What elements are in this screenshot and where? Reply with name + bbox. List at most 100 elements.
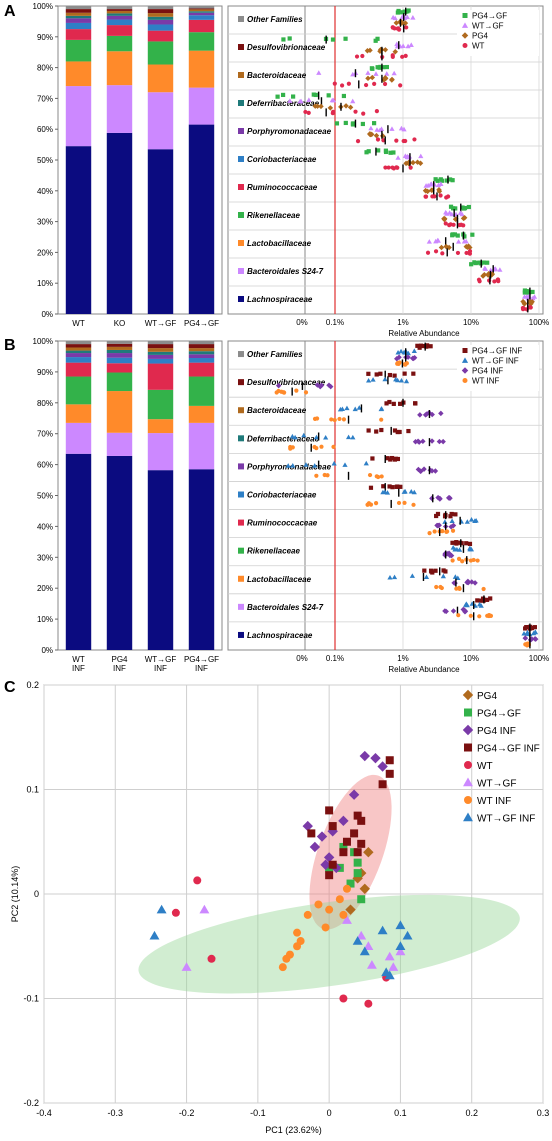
data-point-wt-inf [373,501,379,506]
data-point-pg4-to-gf-inf [488,596,493,601]
pca-point-wt-to-gf-inf [149,930,160,940]
data-point-pg4 [521,300,528,307]
data-point-pg4 [314,103,321,109]
data-point-pg4 [382,75,389,82]
pca-point-pg4-to-gf [353,858,362,867]
data-point-wt-to-gf-inf [365,377,372,383]
family-label: Ruminococcaceae [247,519,318,528]
data-point-pg4-to-gf-inf [390,485,395,490]
data-point-wt-to-gf [373,71,379,76]
family-label: Bacteroidaceae [247,71,307,80]
data-point-wt-inf [319,444,324,449]
family-label: Rikenellaceae [247,547,300,556]
pca-point-wt-to-gf [363,941,374,950]
bar-segment-desulfovibrionaceae [147,344,174,349]
pca-point-pg4-to-gf-inf [385,769,394,778]
data-point-wt-to-gf-inf [382,376,388,382]
bar-segment-lactobacillaceae [65,404,92,423]
data-point-wt-to-gf-inf [408,488,414,494]
pca-point-pg4-to-gf-inf [350,829,359,838]
pca-point-wt-to-gf [356,930,367,940]
pca-point-wt-to-gf [388,962,399,971]
data-point-pg4-to-gf-inf [397,429,402,435]
data-point-pg4-inf [438,410,444,417]
data-point-wt [398,83,403,88]
pca-point-pg4-inf [320,859,331,870]
data-point-pg4-to-gf-inf [441,568,446,573]
data-point-wt-inf [288,444,293,450]
data-point-wt-to-gf [521,294,528,299]
data-point-wt-to-gf [426,239,432,244]
data-point-wt [383,165,388,170]
data-point-pg4-to-gf-inf [366,428,371,433]
data-point-pg4-inf [447,552,453,559]
data-point-pg4-to-gf [381,65,386,70]
data-point-pg4-inf [415,466,422,473]
pca-point-pg4-to-gf-inf [342,837,351,846]
y-tick-label: 90% [37,33,53,42]
data-point-pg4-inf [418,468,424,475]
y-tick-label: 30% [37,553,53,562]
data-point-pg4-to-gf-inf [374,429,379,434]
legend-marker-wt-inf [462,378,468,383]
data-point-pg4-to-gf [384,64,390,70]
y-tick-label: 60% [37,461,53,470]
data-point-pg4-to-gf-inf [433,568,438,573]
data-point-pg4 [452,216,459,223]
data-point-wt-to-gf [391,70,397,76]
legend-box [457,345,539,391]
data-point-wt [520,305,525,311]
y-tick-label: 20% [37,584,53,593]
family-swatch-coriobacteriaceae [238,491,244,498]
data-point-wt [361,111,366,116]
x-tick-label: 10% [463,654,479,663]
panel-b-abundance-plot: Other Families Desulfovibrionaceae Bactero… [227,340,549,674]
pca-point-wt-to-gf-inf [395,941,406,950]
data-point-pg4-to-gf [530,289,535,295]
legend-marker-wt-to-gf-inf [463,812,473,822]
pca-point-pg4-to-gf-inf [353,811,362,820]
data-point-pg4-to-gf [341,93,347,99]
data-point-wt-to-gf [410,15,416,20]
data-point-pg4-to-gf-inf [467,541,473,546]
data-point-pg4-to-gf [375,36,380,41]
data-point-wt-to-gf [435,182,442,188]
data-point-pg4-to-gf [472,260,477,265]
data-point-pg4-inf [429,411,435,418]
data-point-wt-inf [427,531,432,536]
bar-segment-porphyromonadaceae [147,354,174,359]
y-tick-label: 0.1 [26,785,39,795]
legend-marker-wt-inf [464,796,472,804]
data-point-wt-to-gf-inf [463,601,469,606]
bar-segment-other-families [147,341,174,345]
family-swatch-porphyromonadaceae [238,463,244,470]
data-point-wt-to-gf [401,126,407,132]
data-point-wt [382,81,388,87]
bar-segment-lactobacillaceae [106,391,133,433]
pca-point-pg4-to-gf-inf [325,871,334,880]
legend-label: WT→GF [477,779,516,790]
x-tick-label: 1% [397,654,409,663]
y-tick-label: -0.1 [23,994,39,1004]
data-point-wt [339,83,345,88]
data-point-pg4-to-gf [343,120,348,126]
family-label: Porphyromonadaceae [247,127,332,136]
family-label: Coriobacteriaceae [247,155,317,164]
data-point-wt [386,165,391,170]
family-label: Deferribacteraceae [247,434,320,443]
data-point-pg4-to-gf-inf [378,371,383,376]
data-point-wt-to-gf-inf [391,574,398,580]
data-point-pg4-to-gf [402,9,407,14]
family-swatch-rikenellaceae [238,212,244,218]
data-point-pg4 [318,103,324,110]
y-tick-label: 50% [37,492,53,501]
data-point-wt-inf [312,444,317,450]
data-point-wt [390,53,395,58]
data-point-pg4-to-gf-inf [453,512,458,517]
bar-segment-other-families [106,6,133,10]
bar-segment-deferribacteraceae [106,349,133,354]
data-point-pg4 [520,298,526,305]
data-point-pg4 [347,104,354,111]
pca-point-wt-inf [335,895,344,904]
bar-segment-lachnospiraceae [188,124,215,314]
